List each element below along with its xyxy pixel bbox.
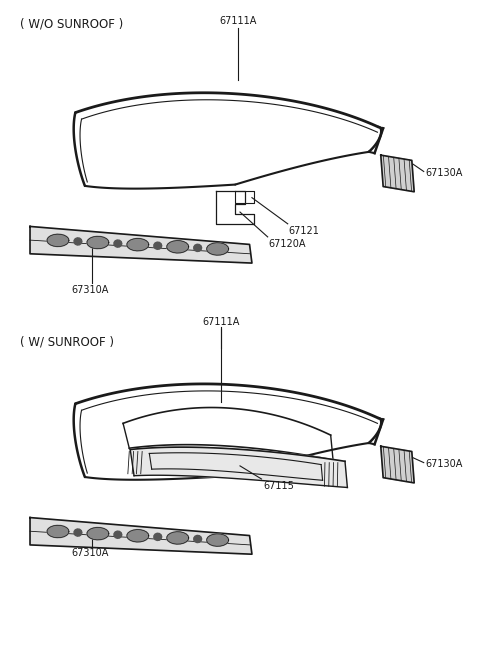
Polygon shape <box>207 534 228 546</box>
Text: ( W/O SUNROOF ): ( W/O SUNROOF ) <box>21 18 124 31</box>
Polygon shape <box>47 234 69 246</box>
Polygon shape <box>87 237 109 249</box>
Polygon shape <box>30 518 252 555</box>
Polygon shape <box>194 535 202 543</box>
Text: 67111A: 67111A <box>202 317 240 327</box>
Polygon shape <box>207 242 228 255</box>
Text: 67130A: 67130A <box>425 459 463 469</box>
Polygon shape <box>154 533 162 541</box>
Polygon shape <box>381 155 414 192</box>
Polygon shape <box>114 531 122 538</box>
Polygon shape <box>194 244 202 252</box>
Polygon shape <box>47 526 69 537</box>
Polygon shape <box>127 238 149 251</box>
Polygon shape <box>114 240 122 247</box>
Text: ( W/ SUNROOF ): ( W/ SUNROOF ) <box>21 335 114 348</box>
Polygon shape <box>30 227 252 263</box>
Text: 67121: 67121 <box>288 226 320 236</box>
Text: 67310A: 67310A <box>71 549 108 558</box>
Polygon shape <box>74 529 82 536</box>
Polygon shape <box>87 528 109 540</box>
Text: 67111A: 67111A <box>219 16 256 26</box>
Text: 67130A: 67130A <box>425 168 463 178</box>
Text: 67115: 67115 <box>263 481 294 491</box>
Polygon shape <box>127 530 149 542</box>
Polygon shape <box>381 446 414 483</box>
Polygon shape <box>74 238 82 245</box>
Polygon shape <box>154 242 162 250</box>
Polygon shape <box>167 532 189 544</box>
Polygon shape <box>130 447 348 487</box>
Text: 67120A: 67120A <box>269 239 306 249</box>
Text: 67310A: 67310A <box>71 284 108 295</box>
Polygon shape <box>167 240 189 253</box>
